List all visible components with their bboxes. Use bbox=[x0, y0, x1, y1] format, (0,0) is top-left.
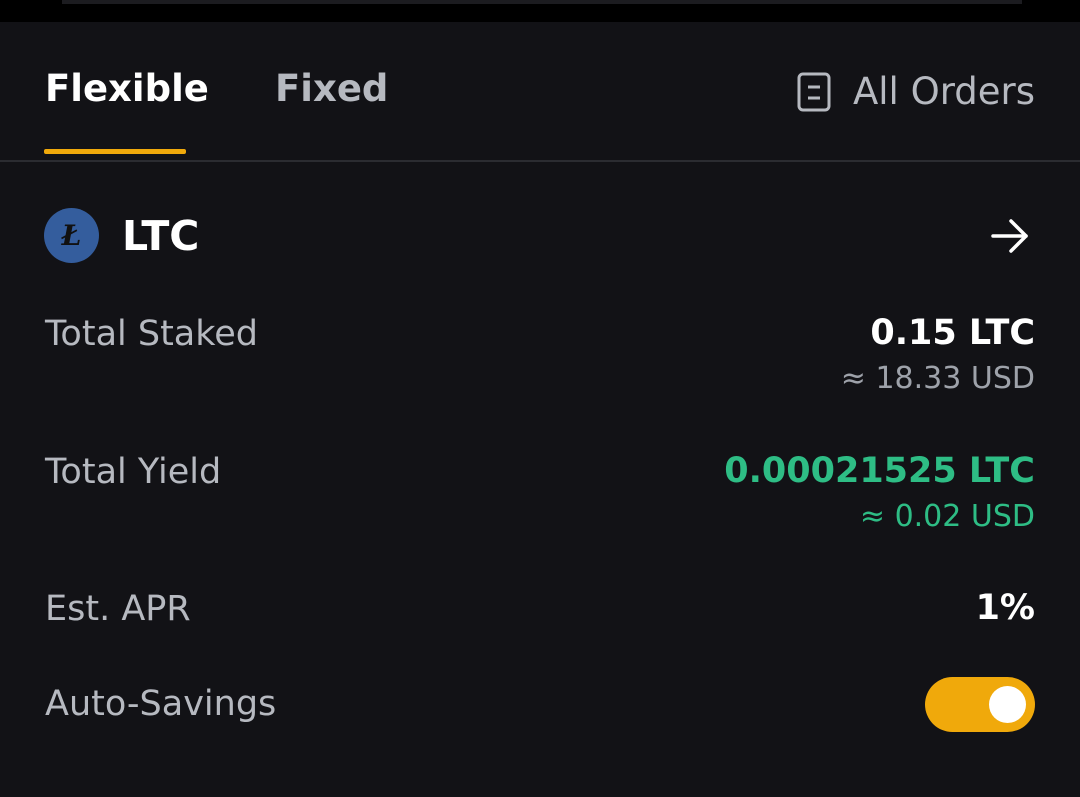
status-bar-line bbox=[62, 0, 1022, 4]
document-list-icon bbox=[797, 72, 831, 112]
tab-bar: Flexible Fixed All Orders bbox=[0, 22, 1080, 161]
tab-divider bbox=[0, 160, 1080, 162]
total-yield-usd: ≈ 0.02 USD bbox=[859, 499, 1035, 534]
auto-savings-toggle[interactable] bbox=[925, 677, 1035, 732]
auto-savings-label: Auto-Savings bbox=[45, 684, 277, 724]
toggle-knob bbox=[989, 686, 1026, 723]
est-apr-label: Est. APR bbox=[45, 589, 191, 629]
arrow-right-icon[interactable] bbox=[990, 216, 1030, 256]
asset-name: LTC bbox=[122, 212, 200, 260]
asset-header[interactable]: Ł LTC bbox=[0, 205, 1080, 267]
total-staked-usd: ≈ 18.33 USD bbox=[840, 361, 1035, 396]
total-staked-value: 0.15 LTC bbox=[870, 313, 1035, 353]
ltc-logo-glyph: Ł bbox=[61, 218, 82, 252]
est-apr-value: 1% bbox=[975, 588, 1035, 628]
total-yield-value: 0.00021525 LTC bbox=[724, 451, 1035, 491]
active-tab-indicator bbox=[44, 149, 186, 154]
tab-fixed[interactable]: Fixed bbox=[275, 67, 389, 110]
total-yield-label: Total Yield bbox=[45, 452, 222, 492]
total-staked-label: Total Staked bbox=[45, 314, 259, 354]
all-orders-label: All Orders bbox=[852, 70, 1035, 113]
all-orders-button[interactable]: All Orders bbox=[797, 68, 1035, 116]
ltc-logo: Ł bbox=[44, 208, 99, 263]
tab-flexible[interactable]: Flexible bbox=[45, 67, 209, 110]
status-bar bbox=[0, 0, 1080, 22]
